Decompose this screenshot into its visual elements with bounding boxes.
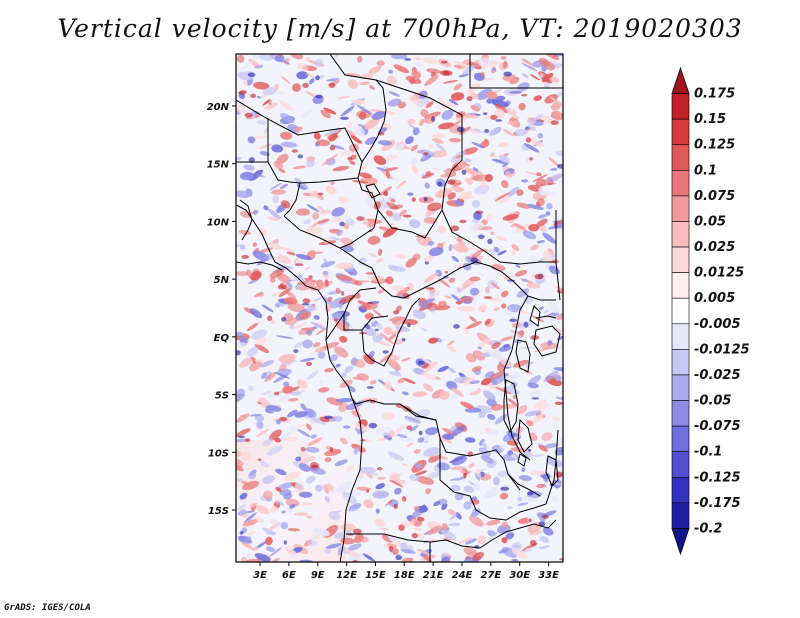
colorbar-box	[671, 221, 690, 248]
colorbar-label: -0.0125	[694, 342, 750, 357]
colorbar-label: 0.15	[694, 112, 726, 127]
colorbar-label: 0.05	[694, 214, 726, 229]
colorbar-top-arrow	[671, 66, 690, 94]
lon-label: 33E	[538, 570, 559, 581]
lon-label: 18E	[394, 570, 415, 581]
colorbar-box	[671, 118, 690, 146]
colorbar-label: 0.175	[694, 87, 735, 102]
lat-label: 15N	[207, 160, 230, 171]
plot-frame	[235, 53, 564, 563]
colorbar-box	[671, 246, 690, 273]
lat-label: 5S	[215, 391, 229, 402]
velocity-field	[236, 54, 563, 562]
colorbar-label: -0.025	[694, 368, 741, 383]
lat-label: 10S	[208, 448, 229, 459]
map-title: Vertical velocity [m/s] at 700hPa, VT: 2…	[57, 14, 743, 43]
colorbar-box	[671, 400, 690, 427]
lat-label: 15S	[208, 506, 229, 517]
colorbar-box	[671, 195, 690, 222]
grads-credit: GrADS: IGES/COLA	[4, 603, 91, 613]
colorbar-box	[671, 349, 690, 376]
colorbar-label: 0.1	[694, 163, 717, 178]
colorbar-label: -0.05	[694, 394, 731, 409]
colorbar-label: -0.005	[694, 317, 741, 332]
lat-label: 10N	[207, 217, 230, 228]
colorbar-box	[671, 297, 690, 325]
colorbar-label: -0.2	[694, 521, 722, 536]
lon-label: 6E	[282, 570, 296, 581]
colorbar-box	[671, 476, 690, 504]
colorbar-label: 0.125	[694, 138, 735, 153]
lon-label: 27E	[480, 570, 501, 581]
colorbar-box	[671, 272, 690, 299]
axes: 20N 15N 10N 5N EQ 5S 10S 15S 3E 6E 9E 12E 15E 18E 21E 2…	[207, 102, 559, 581]
lon-label: 3E	[253, 570, 267, 581]
lat-label: 5N	[214, 275, 230, 286]
colorbar-label: -0.125	[694, 470, 741, 485]
lon-label: 12E	[336, 570, 357, 581]
colorbar-box	[671, 170, 690, 197]
country-boundaries	[236, 54, 563, 562]
lon-label: 15E	[365, 570, 386, 581]
colorbar-label: 0.005	[694, 291, 735, 306]
colorbar-label: -0.175	[694, 496, 741, 511]
colorbar-label: 0.075	[694, 189, 735, 204]
colorbar-box	[671, 323, 690, 350]
colorbar-label: -0.1	[694, 445, 722, 460]
colorbar-label: -0.075	[694, 419, 741, 434]
colorbar-label: 0.025	[694, 240, 735, 255]
colorbar-box	[671, 374, 690, 401]
colorbar-box	[671, 93, 690, 120]
lat-label: 20N	[207, 102, 230, 113]
lon-label: 24E	[452, 570, 473, 581]
colorbar-box	[671, 144, 690, 171]
colorbar-box	[671, 451, 690, 478]
lat-label: EQ	[214, 333, 230, 344]
lon-label: 30E	[509, 570, 530, 581]
lon-label: 21E	[423, 570, 444, 581]
colorbar: 0.175 0.15 0.125 0.1 0.075 0.05 0.025 0.0125 0.0…	[671, 66, 750, 556]
lon-label: 9E	[311, 570, 325, 581]
colorbar-box	[671, 425, 690, 452]
colorbar-bottom-arrow	[671, 528, 690, 556]
colorbar-label: 0.0125	[694, 266, 744, 281]
colorbar-box	[671, 502, 690, 529]
